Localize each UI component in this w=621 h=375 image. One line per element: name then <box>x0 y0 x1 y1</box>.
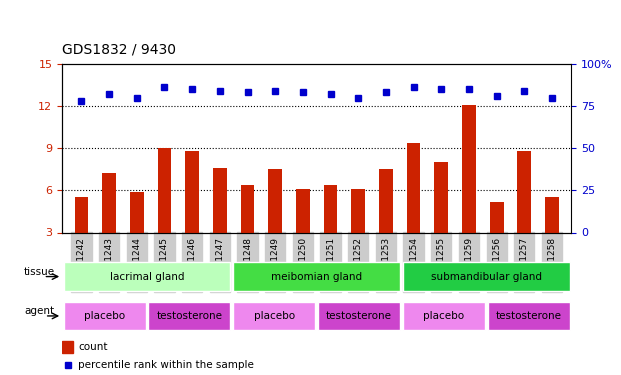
Text: count: count <box>78 342 108 352</box>
Bar <box>517 151 531 232</box>
FancyBboxPatch shape <box>318 302 400 330</box>
Text: submandibular gland: submandibular gland <box>431 272 542 282</box>
Bar <box>462 105 476 232</box>
Bar <box>240 185 255 232</box>
Text: placebo: placebo <box>424 311 465 321</box>
FancyBboxPatch shape <box>233 302 315 330</box>
Bar <box>102 173 116 232</box>
Bar <box>351 189 365 232</box>
Text: placebo: placebo <box>254 311 295 321</box>
Text: placebo: placebo <box>84 311 125 321</box>
Text: tissue: tissue <box>24 267 55 277</box>
Bar <box>185 151 199 232</box>
Text: lacrimal gland: lacrimal gland <box>110 272 184 282</box>
Bar <box>158 148 171 232</box>
Text: agent: agent <box>24 306 55 316</box>
Bar <box>213 168 227 232</box>
FancyBboxPatch shape <box>403 262 570 291</box>
Bar <box>296 189 310 232</box>
Bar <box>324 185 337 232</box>
FancyBboxPatch shape <box>63 262 230 291</box>
Bar <box>62 341 73 352</box>
Text: percentile rank within the sample: percentile rank within the sample <box>78 360 254 369</box>
Bar <box>434 162 448 232</box>
Text: testosterone: testosterone <box>156 311 222 321</box>
Text: testosterone: testosterone <box>326 311 392 321</box>
FancyBboxPatch shape <box>63 302 145 330</box>
Text: GDS1832 / 9430: GDS1832 / 9430 <box>62 42 176 56</box>
Text: meibomian gland: meibomian gland <box>271 272 362 282</box>
FancyBboxPatch shape <box>403 302 485 330</box>
Bar <box>545 197 559 232</box>
Text: testosterone: testosterone <box>496 311 562 321</box>
Bar <box>490 202 504 232</box>
FancyBboxPatch shape <box>233 262 400 291</box>
FancyBboxPatch shape <box>148 302 230 330</box>
Bar <box>268 169 282 232</box>
Bar <box>75 197 88 232</box>
Bar <box>130 192 143 232</box>
FancyBboxPatch shape <box>488 302 570 330</box>
Bar <box>407 142 420 232</box>
Bar <box>379 169 393 232</box>
